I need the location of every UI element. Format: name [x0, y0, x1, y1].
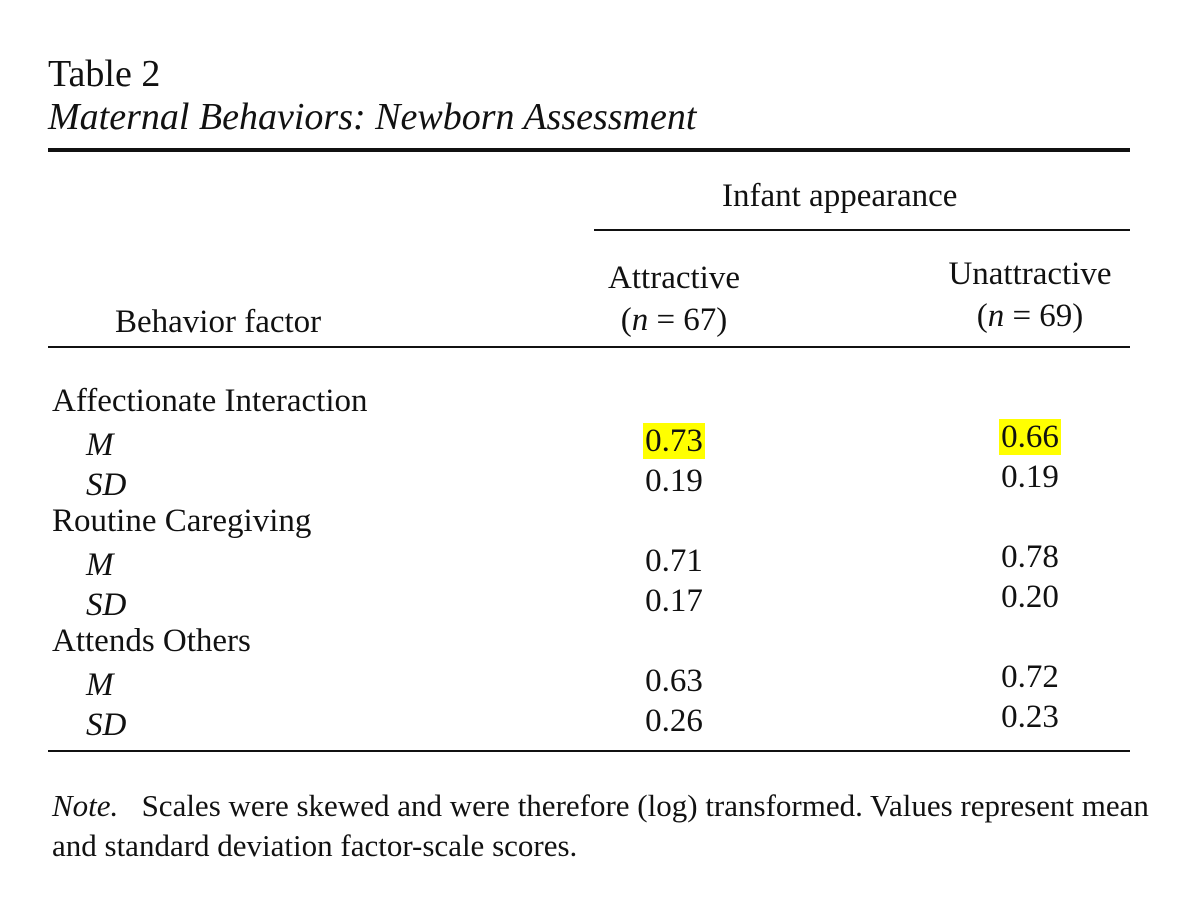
table-cell: 0.72 — [930, 659, 1130, 696]
header-rule — [48, 346, 1130, 348]
table-cell: 0.19 — [574, 463, 774, 500]
stat-label: SD — [86, 707, 127, 743]
cell-value: 0.78 — [1001, 539, 1059, 575]
table-cell: 0.19 — [930, 459, 1130, 496]
spanner-rule — [594, 229, 1130, 231]
note-label: Note. — [52, 788, 119, 823]
bottom-rule — [48, 750, 1130, 752]
cell-value: 0.17 — [645, 583, 703, 619]
table-cell: 0.26 — [574, 703, 774, 740]
table-cell: 0.23 — [930, 699, 1130, 736]
stat-label: SD — [86, 587, 127, 623]
n-symbol: n — [631, 302, 649, 338]
stat-label: M — [86, 667, 114, 703]
col-n-attractive: (n = 67) — [620, 302, 728, 338]
cell-value: 0.71 — [645, 543, 703, 579]
cell-value: 0.73 — [643, 423, 705, 459]
cell-value: 0.26 — [645, 703, 703, 739]
group-label: Attends Others — [52, 623, 251, 659]
table-cell: 0.63 — [574, 663, 774, 700]
n-value: = 67) — [648, 302, 728, 338]
table-caption: Maternal Behaviors: Newborn Assessment — [48, 96, 697, 138]
table-label: Table 2 — [48, 53, 161, 95]
table-note: Note. Scales were skewed and were theref… — [52, 786, 1162, 866]
col-n-unattractive: (n = 69) — [976, 298, 1084, 334]
cell-value: 0.72 — [1001, 659, 1059, 695]
group-label: Affectionate Interaction — [52, 383, 368, 419]
stat-label: SD — [86, 467, 127, 503]
table-cell: 0.78 — [930, 539, 1130, 576]
n-symbol: n — [987, 298, 1005, 334]
n-value: = 69) — [1004, 298, 1084, 334]
spanner-header: Infant appearance — [722, 178, 958, 214]
cell-value: 0.19 — [1001, 459, 1059, 495]
table-cell: 0.66 — [930, 419, 1130, 456]
cell-value: 0.23 — [1001, 699, 1059, 735]
table-cell: 0.71 — [574, 543, 774, 580]
cell-value: 0.66 — [999, 419, 1061, 455]
note-text: Scales were skewed and were therefore (l… — [52, 788, 1149, 863]
col-header-unattractive: Unattractive — [948, 256, 1112, 292]
top-rule — [48, 148, 1130, 152]
stat-label: M — [86, 427, 114, 463]
stub-header: Behavior factor — [115, 304, 322, 340]
cell-value: 0.19 — [645, 463, 703, 499]
group-label: Routine Caregiving — [52, 503, 312, 539]
stat-label: M — [86, 547, 114, 583]
cell-value: 0.63 — [645, 663, 703, 699]
cell-value: 0.20 — [1001, 579, 1059, 615]
table-cell: 0.17 — [574, 583, 774, 620]
col-header-attractive: Attractive — [608, 260, 740, 296]
table-cell: 0.20 — [930, 579, 1130, 616]
table-cell: 0.73 — [574, 423, 774, 460]
